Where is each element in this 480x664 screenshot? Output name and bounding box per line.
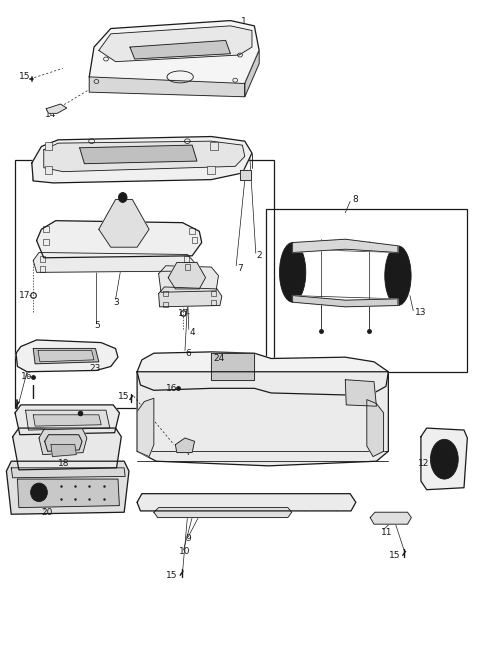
Text: 1: 1 [241, 17, 247, 27]
Ellipse shape [279, 242, 306, 302]
Polygon shape [33, 252, 194, 272]
Text: 11: 11 [381, 528, 393, 537]
Text: 21: 21 [15, 408, 26, 418]
Ellipse shape [431, 440, 458, 479]
Bar [211, 291, 216, 296]
Text: 6: 6 [185, 349, 191, 358]
Bar [185, 264, 190, 270]
Text: 18: 18 [58, 459, 70, 467]
Text: 20: 20 [41, 508, 53, 517]
Polygon shape [80, 145, 197, 164]
Bar [192, 237, 197, 243]
Text: 7: 7 [237, 264, 243, 273]
Text: 4: 4 [190, 327, 195, 337]
Text: 15: 15 [389, 551, 401, 560]
Text: 13: 13 [415, 307, 426, 317]
Polygon shape [137, 398, 154, 457]
Polygon shape [137, 493, 356, 511]
Polygon shape [293, 239, 398, 252]
Ellipse shape [435, 446, 454, 473]
Polygon shape [6, 461, 129, 514]
Text: 22: 22 [81, 408, 92, 418]
Polygon shape [36, 220, 202, 258]
Ellipse shape [31, 483, 48, 501]
Ellipse shape [119, 193, 127, 203]
Polygon shape [39, 428, 87, 455]
Text: 10: 10 [179, 548, 191, 556]
Text: 2: 2 [257, 251, 263, 260]
Text: 24: 24 [214, 354, 225, 363]
Bar [211, 300, 216, 305]
Polygon shape [46, 104, 67, 114]
Polygon shape [154, 507, 292, 517]
Bar [40, 266, 45, 272]
Text: 19: 19 [70, 430, 82, 439]
Bar [163, 301, 168, 307]
Text: 16: 16 [166, 384, 177, 393]
Ellipse shape [35, 488, 43, 497]
Polygon shape [99, 26, 252, 62]
Polygon shape [16, 340, 118, 372]
Bar [45, 143, 52, 151]
Bar [40, 256, 45, 262]
Polygon shape [158, 287, 222, 307]
Polygon shape [89, 21, 259, 92]
Polygon shape [33, 349, 99, 364]
Polygon shape [130, 41, 230, 59]
Polygon shape [240, 170, 251, 179]
Bar [45, 166, 52, 173]
Polygon shape [17, 479, 120, 507]
Polygon shape [45, 435, 82, 452]
Polygon shape [11, 468, 125, 478]
Text: 14: 14 [45, 110, 56, 119]
Bar [210, 143, 217, 151]
Polygon shape [89, 77, 245, 97]
Polygon shape [211, 353, 254, 380]
Bar [266, 209, 468, 372]
Text: 9: 9 [185, 535, 191, 543]
Polygon shape [293, 295, 398, 307]
Polygon shape [137, 372, 388, 466]
Text: 15: 15 [19, 72, 30, 81]
Polygon shape [38, 351, 94, 362]
Polygon shape [44, 141, 245, 172]
Polygon shape [421, 428, 468, 490]
Text: 8: 8 [352, 195, 358, 204]
Ellipse shape [385, 246, 411, 305]
Polygon shape [158, 266, 218, 292]
Bar [43, 239, 49, 245]
Polygon shape [367, 400, 384, 457]
Polygon shape [33, 415, 101, 426]
Text: 15: 15 [166, 570, 178, 580]
Bar [207, 166, 215, 173]
Polygon shape [51, 445, 76, 457]
Bar [43, 226, 49, 232]
Text: 15: 15 [118, 392, 129, 402]
Text: 7: 7 [185, 448, 191, 457]
Text: 17: 17 [178, 309, 189, 318]
Bar [184, 256, 189, 262]
Bar [189, 228, 195, 234]
Polygon shape [137, 352, 388, 395]
Polygon shape [175, 438, 194, 453]
Text: 23: 23 [89, 364, 101, 373]
Text: 12: 12 [418, 459, 429, 467]
Text: 5: 5 [94, 321, 100, 330]
Polygon shape [168, 262, 205, 289]
Bar [163, 291, 168, 296]
Text: 17: 17 [19, 291, 30, 300]
Text: 16: 16 [21, 372, 32, 381]
Polygon shape [345, 380, 376, 406]
Bar [15, 160, 274, 408]
Polygon shape [99, 199, 149, 247]
Polygon shape [245, 50, 259, 97]
Polygon shape [15, 405, 120, 435]
Polygon shape [12, 428, 121, 470]
Polygon shape [25, 410, 110, 430]
Polygon shape [32, 137, 252, 183]
Text: 3: 3 [113, 297, 119, 307]
Polygon shape [370, 512, 411, 524]
